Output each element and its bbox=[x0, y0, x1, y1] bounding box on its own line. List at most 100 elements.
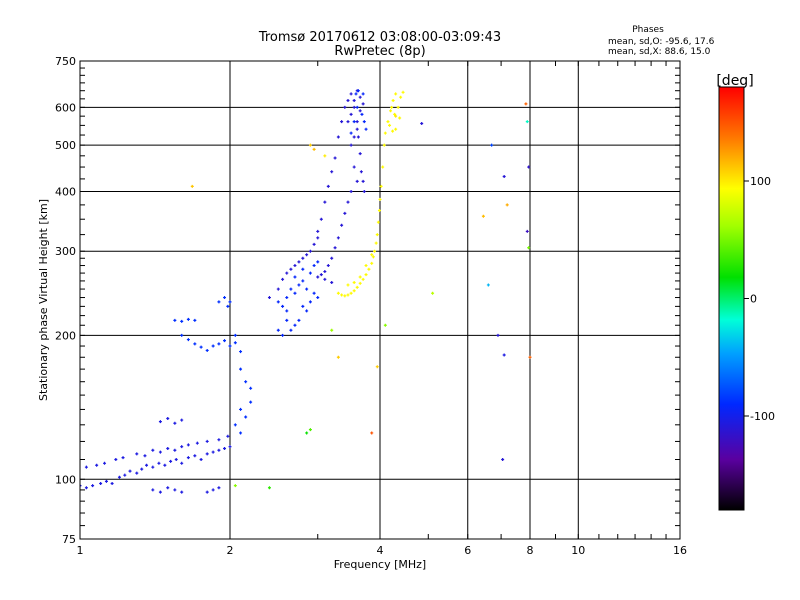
y-tick-label: 300 bbox=[55, 245, 76, 258]
x-axis-label: Frequency [MHz] bbox=[334, 558, 426, 571]
data-point bbox=[301, 279, 305, 283]
data-point bbox=[121, 456, 125, 460]
data-point bbox=[505, 203, 509, 207]
colorbar-ticks: 100 0 -100 bbox=[744, 175, 775, 423]
data-point bbox=[117, 475, 121, 479]
data-point bbox=[323, 270, 327, 274]
data-point bbox=[349, 131, 353, 135]
data-point bbox=[312, 147, 316, 151]
data-point bbox=[239, 407, 243, 411]
data-point bbox=[281, 304, 285, 308]
data-point bbox=[361, 102, 365, 106]
data-point bbox=[394, 114, 398, 118]
x-tick-label: 2 bbox=[227, 544, 234, 557]
data-point bbox=[346, 120, 350, 124]
y-tick-label: 600 bbox=[55, 101, 76, 114]
data-point bbox=[276, 300, 280, 304]
data-point bbox=[104, 479, 108, 483]
data-point bbox=[228, 300, 232, 304]
colorbar-tick-label: -100 bbox=[750, 410, 775, 423]
data-point bbox=[383, 131, 387, 135]
data-point bbox=[420, 122, 424, 126]
data-point bbox=[151, 448, 155, 452]
data-point bbox=[346, 293, 350, 297]
colorbar-tick-label: 100 bbox=[750, 175, 771, 188]
data-point bbox=[378, 197, 382, 201]
data-point bbox=[151, 488, 155, 492]
data-point bbox=[190, 184, 194, 188]
data-point bbox=[186, 456, 190, 460]
data-point bbox=[228, 445, 232, 449]
stats-x-mode: mean, sd,X: 88.6, 15.0 bbox=[608, 47, 711, 57]
data-point bbox=[233, 484, 237, 488]
data-point bbox=[486, 283, 490, 287]
data-point bbox=[281, 277, 285, 281]
data-point bbox=[217, 300, 221, 304]
data-point bbox=[481, 214, 485, 218]
data-point bbox=[361, 92, 365, 96]
x-tick-label: 10 bbox=[571, 544, 585, 557]
data-point bbox=[364, 273, 368, 277]
data-point bbox=[374, 241, 378, 245]
colorbar-label: [deg] bbox=[716, 73, 753, 89]
data-point bbox=[319, 217, 323, 221]
data-point bbox=[401, 90, 405, 94]
data-point bbox=[390, 105, 394, 109]
data-point bbox=[249, 400, 253, 404]
data-point bbox=[180, 333, 184, 337]
data-point bbox=[158, 450, 162, 454]
data-point bbox=[95, 463, 99, 467]
data-point bbox=[114, 457, 118, 461]
data-point bbox=[316, 236, 320, 240]
data-point bbox=[180, 418, 184, 422]
data-point bbox=[293, 264, 297, 268]
data-point bbox=[336, 135, 340, 139]
grid-lines bbox=[80, 61, 680, 539]
colorbar bbox=[718, 86, 745, 511]
data-point bbox=[340, 120, 344, 124]
data-point bbox=[340, 223, 344, 227]
data-point bbox=[199, 457, 203, 461]
data-point bbox=[244, 415, 248, 419]
data-point bbox=[195, 441, 199, 445]
data-point bbox=[358, 95, 362, 99]
y-tick-label: 100 bbox=[55, 473, 76, 486]
data-point bbox=[356, 89, 360, 93]
data-point bbox=[349, 189, 353, 193]
data-point bbox=[490, 143, 494, 147]
data-point bbox=[355, 285, 359, 289]
data-point bbox=[391, 99, 395, 103]
data-point bbox=[330, 256, 334, 260]
data-point bbox=[355, 105, 359, 109]
data-point bbox=[289, 287, 293, 291]
data-point bbox=[525, 229, 529, 233]
data-point bbox=[211, 488, 215, 492]
data-point bbox=[289, 267, 293, 271]
data-point bbox=[333, 246, 337, 250]
data-point bbox=[336, 291, 340, 295]
data-point bbox=[330, 328, 334, 332]
data-point bbox=[305, 431, 309, 435]
data-point bbox=[180, 490, 184, 494]
data-point bbox=[330, 281, 334, 285]
data-point bbox=[293, 275, 297, 279]
data-point bbox=[391, 129, 395, 133]
data-point bbox=[323, 154, 327, 158]
data-point bbox=[382, 143, 386, 147]
data-point bbox=[352, 105, 356, 109]
data-point bbox=[205, 490, 209, 494]
data-point bbox=[301, 267, 305, 271]
data-point bbox=[305, 287, 309, 291]
data-point bbox=[356, 135, 360, 139]
data-point bbox=[375, 365, 379, 369]
data-point bbox=[396, 105, 400, 109]
data-point bbox=[367, 267, 371, 271]
y-tick-label: 750 bbox=[55, 55, 76, 68]
data-point bbox=[308, 271, 312, 275]
data-point bbox=[312, 264, 316, 268]
data-point bbox=[305, 253, 309, 257]
data-point bbox=[352, 120, 356, 124]
data-point bbox=[355, 179, 359, 183]
data-point bbox=[358, 275, 362, 279]
